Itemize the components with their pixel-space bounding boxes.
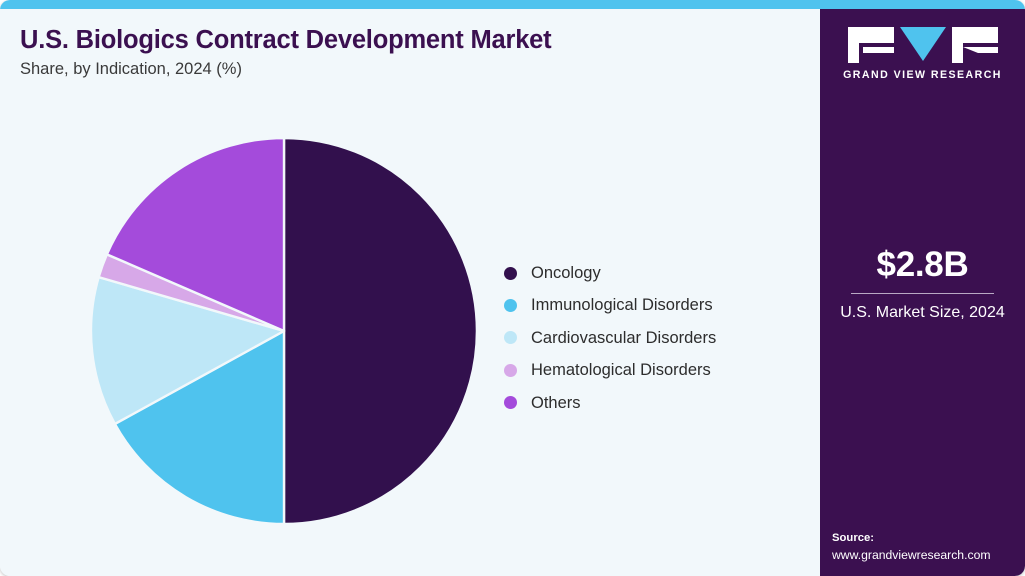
stat-divider [851, 292, 994, 294]
pie-slice[interactable] [113, 329, 286, 526]
chart-legend: Oncology Immunological Disorders Cardiovas… [504, 257, 716, 419]
page-title: U.S. Biologics Contract Development Mark… [20, 26, 552, 54]
market-size-value: $2.8B [876, 245, 969, 284]
legend-label: Cardiovascular Disorders [531, 328, 717, 347]
chart-pane: U.S. Biologics Contract Development Mark… [0, 9, 820, 576]
legend-label: Immunological Disorders [531, 296, 713, 315]
legend-label: Hematological Disorders [531, 361, 711, 380]
legend-item[interactable]: Others [504, 387, 716, 419]
pie-slice[interactable] [89, 275, 286, 426]
sidebar-panel: GRAND VIEW RESEARCH $2.8B U.S. Market Si… [820, 9, 1025, 576]
legend-label: Others [531, 393, 581, 412]
gvr-logo-icon [847, 27, 998, 63]
page-subtitle: Share, by Indication, 2024 (%) [20, 60, 242, 78]
legend-swatch-icon [504, 396, 517, 410]
pie-slice[interactable] [282, 136, 479, 526]
source-url[interactable]: www.grandviewresearch.com [832, 547, 991, 562]
legend-item[interactable]: Cardiovascular Disorders [504, 322, 716, 354]
legend-item[interactable]: Hematological Disorders [504, 354, 716, 386]
pie-slice[interactable] [105, 136, 286, 333]
market-size-caption: U.S. Market Size, 2024 [840, 303, 1005, 321]
pie-chart-svg [89, 136, 479, 526]
source-footer: Source: www.grandviewresearch.com [832, 530, 1025, 563]
source-label: Source: [832, 532, 875, 545]
market-size-stat: $2.8B U.S. Market Size, 2024 [820, 245, 1025, 323]
legend-swatch-icon [504, 363, 517, 377]
top-accent-bar [0, 0, 1025, 9]
legend-item[interactable]: Oncology [504, 257, 716, 289]
legend-swatch-icon [504, 266, 517, 280]
brand-logo-wordmark: GRAND VIEW RESEARCH [843, 69, 1002, 81]
legend-swatch-icon [504, 331, 517, 345]
legend-swatch-icon [504, 299, 517, 313]
legend-item[interactable]: Immunological Disorders [504, 289, 716, 321]
legend-label: Oncology [531, 263, 601, 282]
brand-logo: GRAND VIEW RESEARCH [820, 27, 1025, 81]
pie-chart [88, 135, 480, 527]
